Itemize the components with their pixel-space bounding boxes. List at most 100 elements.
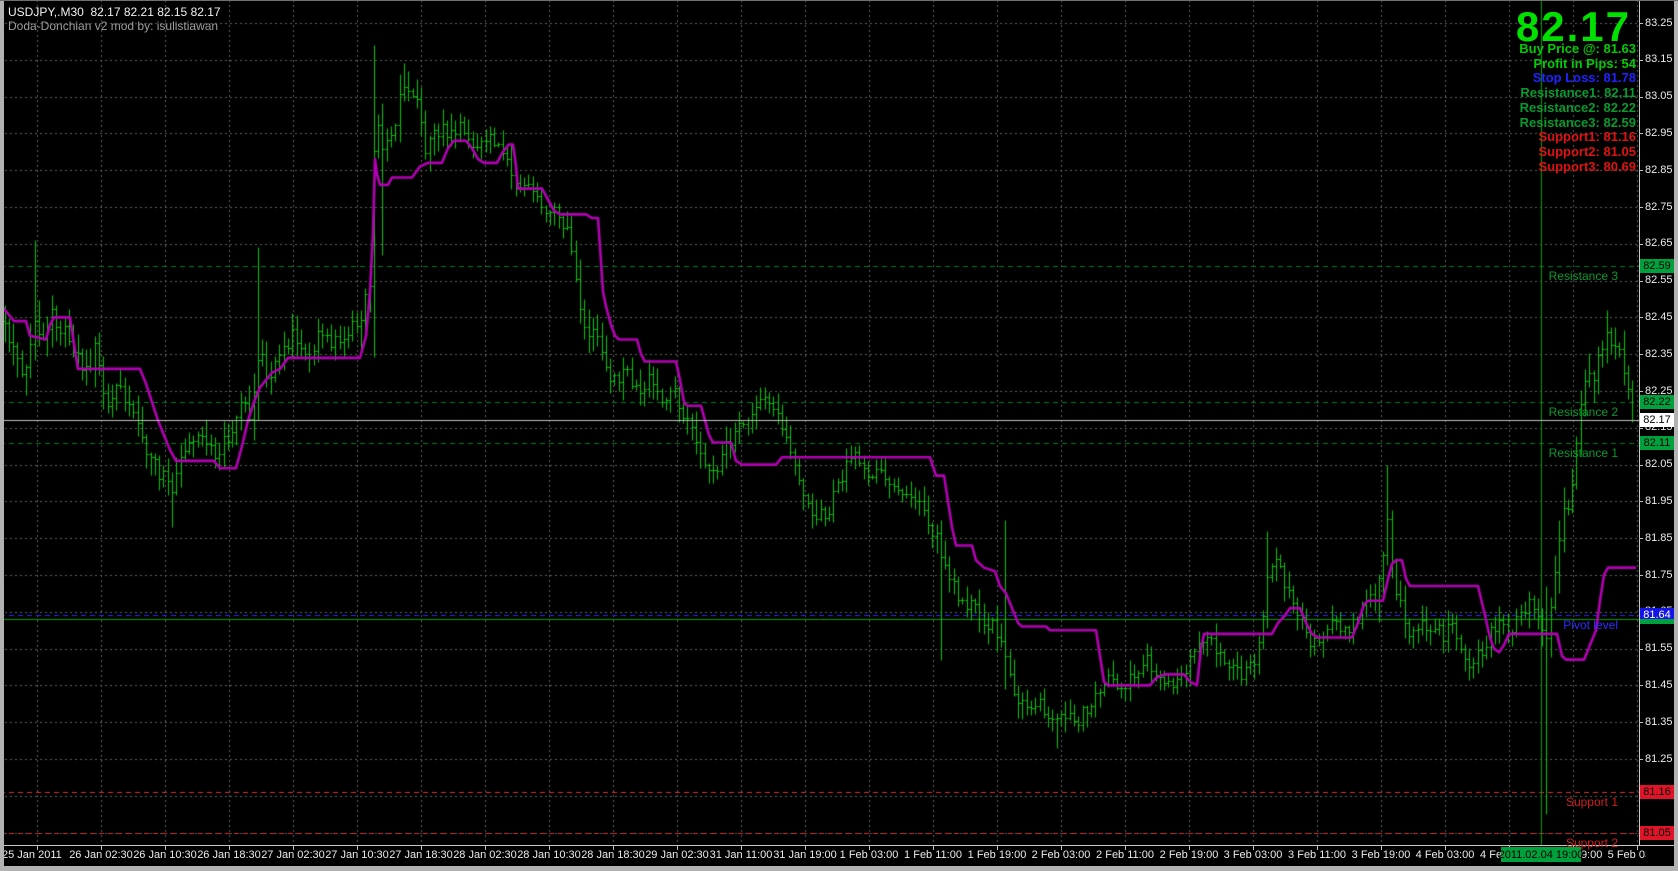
price-tick [1639, 501, 1643, 502]
time-axis[interactable]: 25 Jan 2011 26 Jan 02:30 26 Jan 10:30 26 Ja… [0, 846, 1646, 866]
price-tick [1639, 170, 1643, 171]
time-tick-label: 2 Feb 11:00 [1096, 849, 1154, 861]
window-edge-right [1674, 0, 1678, 871]
window-edge-left [0, 0, 4, 871]
time-tick [1061, 846, 1062, 850]
time-tick [229, 846, 230, 850]
time-tick-label: 26 Jan 18:30 [197, 849, 261, 861]
price-tick [1639, 759, 1643, 760]
level-label-resistance-1: Resistance 1 [1548, 445, 1618, 460]
time-tick-label: 2 Feb 19:00 [1159, 849, 1219, 861]
symbol-ohlc-title: USDJPY,.M30 82.17 82.21 82.15 82.17 [8, 5, 221, 19]
price-tick [1639, 244, 1643, 245]
price-axis[interactable]: 83.25 83.15 83.05 82.95 82.85 82.75 82.65 82.55… [1639, 0, 1674, 846]
price-tick [1639, 649, 1643, 650]
price-tick-label: 82.65 [1645, 237, 1673, 249]
price-tick-label: 81.55 [1645, 642, 1673, 654]
time-tick [1317, 846, 1318, 850]
price-tick [1639, 23, 1643, 24]
time-tick-label: 28 Jan 18:30 [581, 849, 645, 861]
price-tick-label: 81.25 [1645, 753, 1673, 765]
price-tick [1639, 391, 1643, 392]
time-tick [997, 846, 998, 850]
info-line-2: Stop Loss: 81.78 [1532, 70, 1636, 86]
price-marker-81.16: 81.16 [1640, 785, 1674, 799]
time-tick [293, 846, 294, 850]
price-tick-label: 82.25 [1645, 385, 1673, 397]
level-label-support-2: Support 2 [1565, 835, 1618, 850]
price-tick-label: 82.35 [1645, 348, 1673, 360]
time-axis-separator [0, 845, 1674, 846]
time-tick [101, 846, 102, 850]
time-marker-box: 2011.02.04 19:00 [1498, 847, 1584, 862]
price-tick [1639, 722, 1643, 723]
time-tick-label: 1 Feb 03:00 [839, 849, 899, 861]
info-line-5: Resistance3: 82.59 [1519, 114, 1636, 130]
price-tick-label: 83.15 [1645, 53, 1673, 65]
level-label-pivot-level: Pivot level [1563, 618, 1618, 633]
window-edge-top [0, 0, 1678, 1]
time-tick-label: 27 Jan 02:30 [261, 849, 325, 861]
time-tick-label: 3 Feb 03:00 [1223, 849, 1283, 861]
price-tick [1639, 60, 1643, 61]
time-tick [805, 846, 806, 850]
price-tick-label: 81.35 [1645, 716, 1673, 728]
time-tick-label: 27 Jan 10:30 [325, 849, 389, 861]
time-tick [1381, 846, 1382, 850]
time-tick [741, 846, 742, 850]
price-marker-82.22: 82.22 [1640, 395, 1674, 409]
time-tick-label: 28 Jan 10:30 [517, 849, 581, 861]
time-tick-label: 3 Feb 19:00 [1351, 849, 1411, 861]
time-tick-label: 25 Jan 2011 [2, 849, 62, 861]
price-tick [1639, 97, 1643, 98]
price-tick-label: 82.55 [1645, 274, 1673, 286]
time-tick-label: 2 Feb 03:00 [1031, 849, 1091, 861]
chart-canvas[interactable] [0, 0, 1639, 846]
time-tick-label: 26 Jan 02:30 [69, 849, 133, 861]
time-tick-label: 31 Jan 19:00 [773, 849, 837, 861]
price-tick [1639, 133, 1643, 134]
time-tick [1189, 846, 1190, 850]
time-tick [1125, 846, 1126, 850]
indicator-info-panel: Buy Price @: 81.63 Profit in Pips: 54 Stop… [1519, 41, 1636, 174]
time-tick [1445, 846, 1446, 850]
price-tick-label: 81.45 [1645, 679, 1673, 691]
time-tick [1637, 846, 1638, 850]
price-tick-label: 81.85 [1645, 532, 1673, 544]
info-line-7: Support2: 81.05 [1538, 143, 1636, 159]
price-marker-82.17: 82.17 [1640, 413, 1674, 427]
current-price-display: 82.17 [1515, 3, 1631, 50]
time-tick-label: 29 Jan 02:30 [645, 849, 709, 861]
price-tick-label: 82.75 [1645, 201, 1673, 213]
price-tick [1639, 685, 1643, 686]
price-axis-separator [1639, 0, 1640, 846]
info-line-1: Profit in Pips: 54 [1533, 55, 1636, 71]
time-tick-label: 27 Jan 18:30 [389, 849, 453, 861]
price-tick [1639, 281, 1643, 282]
level-label-resistance-2: Resistance 2 [1548, 405, 1618, 420]
price-tick-label: 82.95 [1645, 127, 1673, 139]
time-tick-label: 1 Feb 19:00 [967, 849, 1027, 861]
time-tick [933, 846, 934, 850]
price-tick-label: 82.85 [1645, 164, 1673, 176]
time-tick-label: 31 Jan 11:00 [709, 849, 773, 861]
level-label-support-1: Support 1 [1565, 795, 1618, 810]
price-tick [1639, 317, 1643, 318]
price-tick [1639, 465, 1643, 466]
price-marker-82.59: 82.59 [1640, 259, 1674, 273]
time-tick [677, 846, 678, 850]
time-tick-label: 1 Feb 11:00 [904, 849, 962, 861]
price-marker-82.11: 82.11 [1640, 436, 1674, 450]
price-tick [1639, 207, 1643, 208]
time-tick [613, 846, 614, 850]
price-tick [1639, 538, 1643, 539]
time-tick-label: 4 Feb 03:00 [1415, 849, 1475, 861]
price-tick [1639, 354, 1643, 355]
price-tick [1639, 575, 1643, 576]
price-tick [1639, 428, 1643, 429]
info-line-3: Resistance1: 82.11 [1520, 85, 1636, 101]
time-tick [421, 846, 422, 850]
time-tick-label: 26 Jan 10:30 [133, 849, 197, 861]
level-label-resistance-3: Resistance 3 [1548, 268, 1618, 283]
